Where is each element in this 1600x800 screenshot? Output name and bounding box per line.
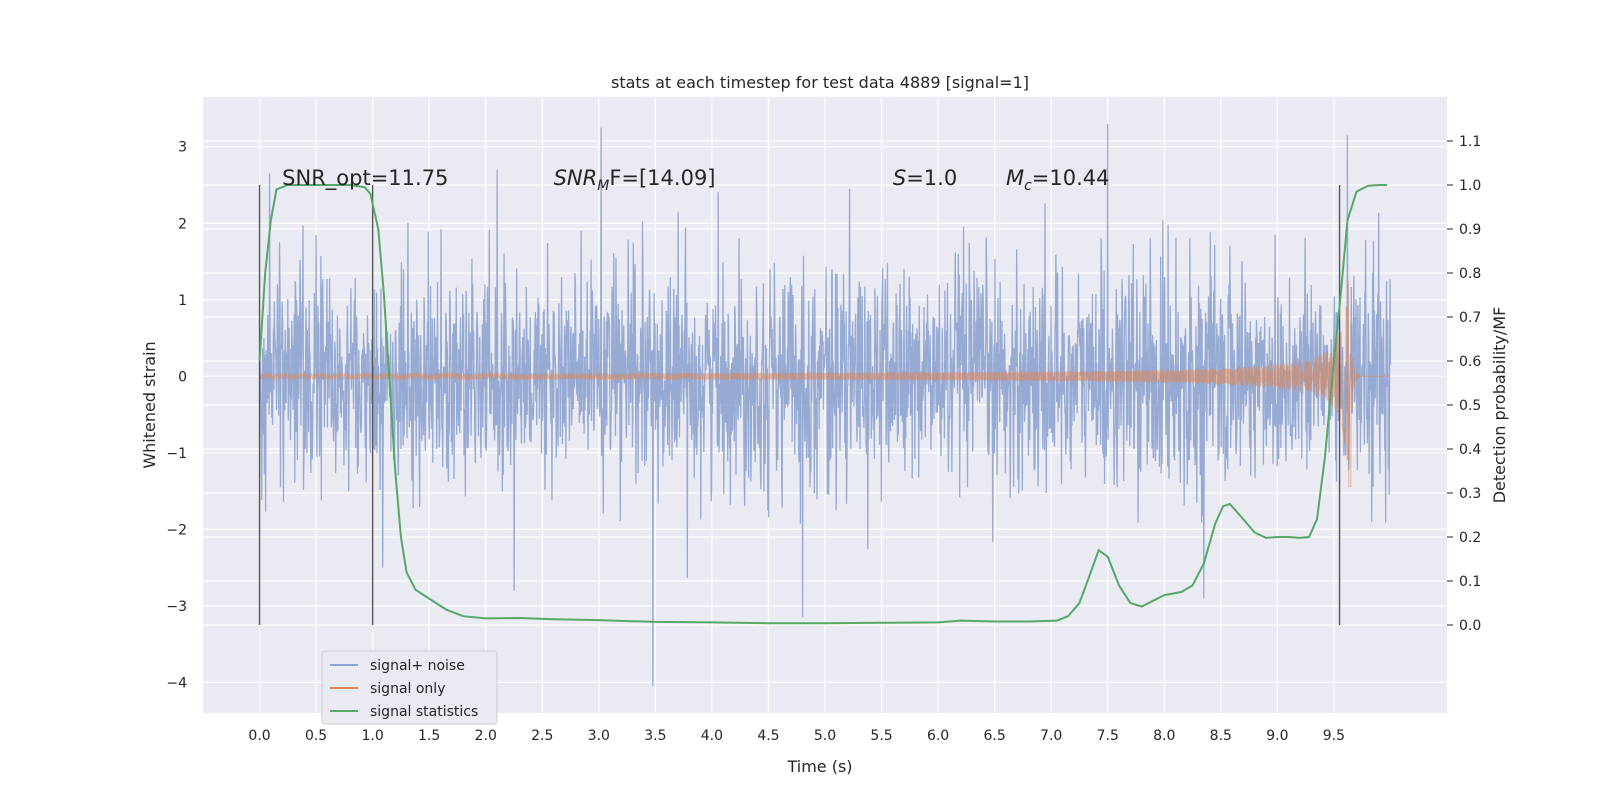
y-tick-label: −1 [166,446,187,462]
x-tick-label: 0.5 [305,728,327,744]
y-tick-label: 0 [178,369,187,385]
y2-tick-label: 1.0 [1459,178,1481,194]
chart-title: stats at each timestep for test data 488… [611,73,1029,92]
series-signal-only [259,281,1391,488]
x-tick-label: 1.0 [362,728,384,744]
y2-tick-label: 0.2 [1459,530,1481,546]
x-tick-label: 9.0 [1266,728,1288,744]
y2-tick-label: 0.8 [1459,266,1481,282]
annotation-text: SNRMF=[14.09] [554,166,716,194]
x-axis-label: Time (s) [786,757,852,776]
y2-tick-label: 0.4 [1459,442,1481,458]
x-tick-label: 2.5 [531,728,553,744]
legend-label: signal statistics [370,704,478,720]
x-tick-label: 4.0 [701,728,723,744]
x-tick-label: 3.0 [588,728,610,744]
y-tick-label: −3 [166,599,187,615]
series-signal-statistics [258,184,1388,625]
y-tick-label: 3 [178,140,187,156]
y-axis-label: Whitened strain [140,341,159,468]
annotation-text: S=1.0 [893,166,957,190]
x-tick-label: 9.5 [1323,728,1345,744]
x-tick-label: 6.0 [927,728,949,744]
y2-tick-label: 1.1 [1459,134,1481,150]
x-tick-label: 0.0 [248,728,270,744]
x-tick-label: 3.5 [644,728,666,744]
legend-label: signal only [370,681,445,697]
legend-label: signal+ noise [370,658,465,674]
y-tick-label: −4 [166,675,187,691]
y2-tick-label: 0.6 [1459,354,1481,370]
annotation-text: Mc=10.44 [1006,166,1110,194]
y2-tick-label: 0.1 [1459,574,1481,590]
x-tick-label: 7.0 [1040,728,1062,744]
annotation-text: SNR_opt=11.75 [282,166,448,191]
y2-tick-label: 0.7 [1459,310,1481,326]
legend [321,650,498,725]
y-tick-label: −2 [166,522,187,538]
y2-tick-label: 0.0 [1459,618,1481,634]
y2-tick-label: 0.9 [1459,222,1481,238]
x-tick-label: 1.5 [418,728,440,744]
x-tick-label: 4.5 [757,728,779,744]
y2-axis-label: Detection probability/MF [1490,307,1509,504]
x-tick-label: 7.5 [1097,728,1119,744]
x-tick-label: 8.5 [1210,728,1232,744]
series-signal-plus-noise [258,123,1392,687]
x-tick-label: 2.0 [475,728,497,744]
y2-tick-label: 0.5 [1459,398,1481,414]
y-tick-label: 1 [178,293,187,309]
y-tick-label: 2 [178,216,187,232]
x-tick-label: 6.5 [984,728,1006,744]
x-tick-label: 5.0 [814,728,836,744]
y2-tick-label: 0.3 [1459,486,1481,502]
x-tick-label: 5.5 [870,728,892,744]
x-tick-label: 8.0 [1153,728,1175,744]
